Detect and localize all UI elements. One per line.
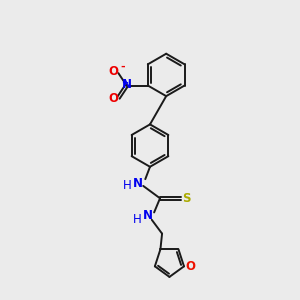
Text: H: H	[133, 213, 142, 226]
Text: +: +	[122, 78, 128, 87]
Text: N: N	[122, 77, 132, 91]
Text: O: O	[185, 260, 196, 273]
Text: S: S	[182, 192, 191, 205]
Text: N: N	[142, 209, 153, 223]
Text: N: N	[133, 177, 142, 190]
Text: O: O	[108, 92, 118, 105]
Text: O: O	[108, 65, 118, 79]
Text: -: -	[120, 62, 125, 72]
Text: H: H	[123, 179, 132, 192]
